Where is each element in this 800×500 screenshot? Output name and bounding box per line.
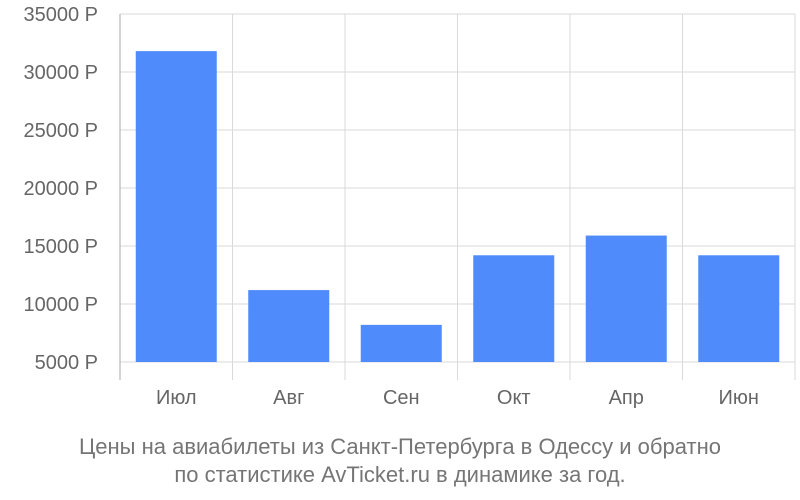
x-tick-label: Июл [156,387,197,409]
y-tick-label: 35000 Р [23,4,98,26]
chart-title: Цены на авиабилеты из Санкт-Петербурга в… [79,434,721,459]
y-axis-tick-labels: 5000 Р 10000 Р 15000 Р 20000 Р 25000 Р 30000 … [23,4,98,374]
y-tick-label: 15000 Р [23,236,98,258]
bars [135,51,780,363]
bar-Апр [585,235,667,362]
bar-Сен [360,324,442,362]
bar-Июл [135,51,217,363]
x-axis-tick-labels: Июл Авг Сен Окт Апр Июн [156,387,759,409]
y-tick-label: 30000 Р [23,62,98,84]
bar-Окт [473,255,555,362]
x-tick-label: Июн [719,387,759,409]
x-tick-label: Апр [609,387,644,409]
chart-subtitle: по статистике AvTicket.ru в динамике за … [174,462,626,487]
bar-chart: 5000 Р 10000 Р 15000 Р 20000 Р 25000 Р 30000 … [23,4,796,409]
y-tick-label: 25000 Р [23,120,98,142]
x-tick-label: Авг [273,387,304,409]
y-tick-label: 5000 Р [35,352,98,374]
y-tick-label: 10000 Р [23,294,98,316]
x-tick-label: Окт [497,387,531,409]
y-tick-label: 20000 Р [23,178,98,200]
gridlines [119,13,796,380]
bar-Июн [698,255,780,362]
x-tick-label: Сен [383,387,420,409]
bar-Авг [248,290,330,362]
